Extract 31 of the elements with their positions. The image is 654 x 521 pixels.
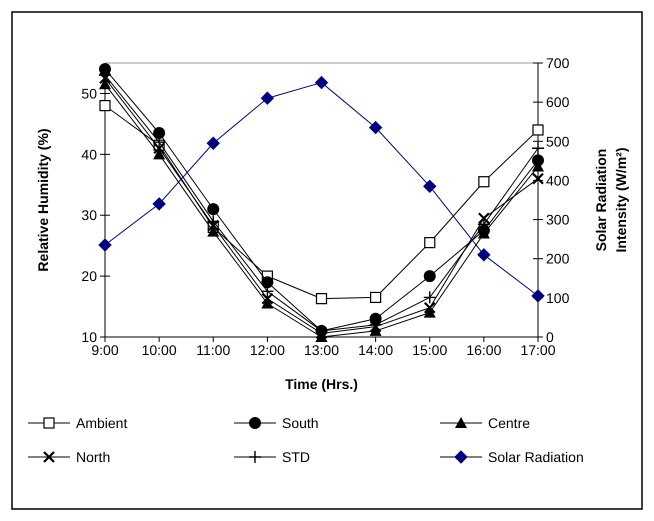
x-tick-label: 13:00 (304, 342, 340, 358)
x-tick-label: 10:00 (142, 342, 177, 358)
y2-tick-label: 700 (546, 55, 570, 71)
x-axis-title: Time (Hrs.) (285, 376, 358, 392)
x-tick-label: 16:00 (466, 342, 502, 358)
y-tick-label: 20 (81, 268, 98, 284)
x-tick-label: 9:00 (91, 342, 119, 358)
y-tick-label: 30 (81, 207, 98, 224)
legend-label: Solar Radiation (488, 449, 584, 465)
y-tick-label: 10 (81, 329, 98, 345)
y2-tick-label: 400 (546, 172, 570, 188)
x-tick-label: 14:00 (358, 342, 394, 358)
y-tick-label: 40 (81, 146, 98, 162)
x-tick-label: 12:00 (250, 342, 286, 358)
x-tick-label: 17:00 (520, 342, 556, 358)
y2-tick-label: 0 (546, 329, 554, 345)
legend-label: Ambient (76, 415, 128, 431)
y2-tick-label: 100 (546, 290, 570, 306)
x-tick-label: 15:00 (412, 342, 448, 358)
y2-tick-label: 200 (546, 250, 570, 267)
y2-tick-label: 600 (546, 94, 570, 110)
y2-tick-label: 500 (546, 133, 570, 150)
x-tick-label: 11:00 (196, 342, 230, 358)
y2-tick-label: 300 (546, 212, 570, 228)
legend-label: North (76, 449, 110, 465)
y-axis-title: Relative Humidity (%) (35, 128, 51, 272)
legend-label: South (282, 415, 319, 431)
legend-label: STD (282, 449, 310, 465)
y-tick-label: 50 (81, 85, 98, 102)
y2-axis-title: Solar Radiation Intensity (W/m²) (593, 148, 629, 252)
legend-label: Centre (488, 415, 530, 431)
